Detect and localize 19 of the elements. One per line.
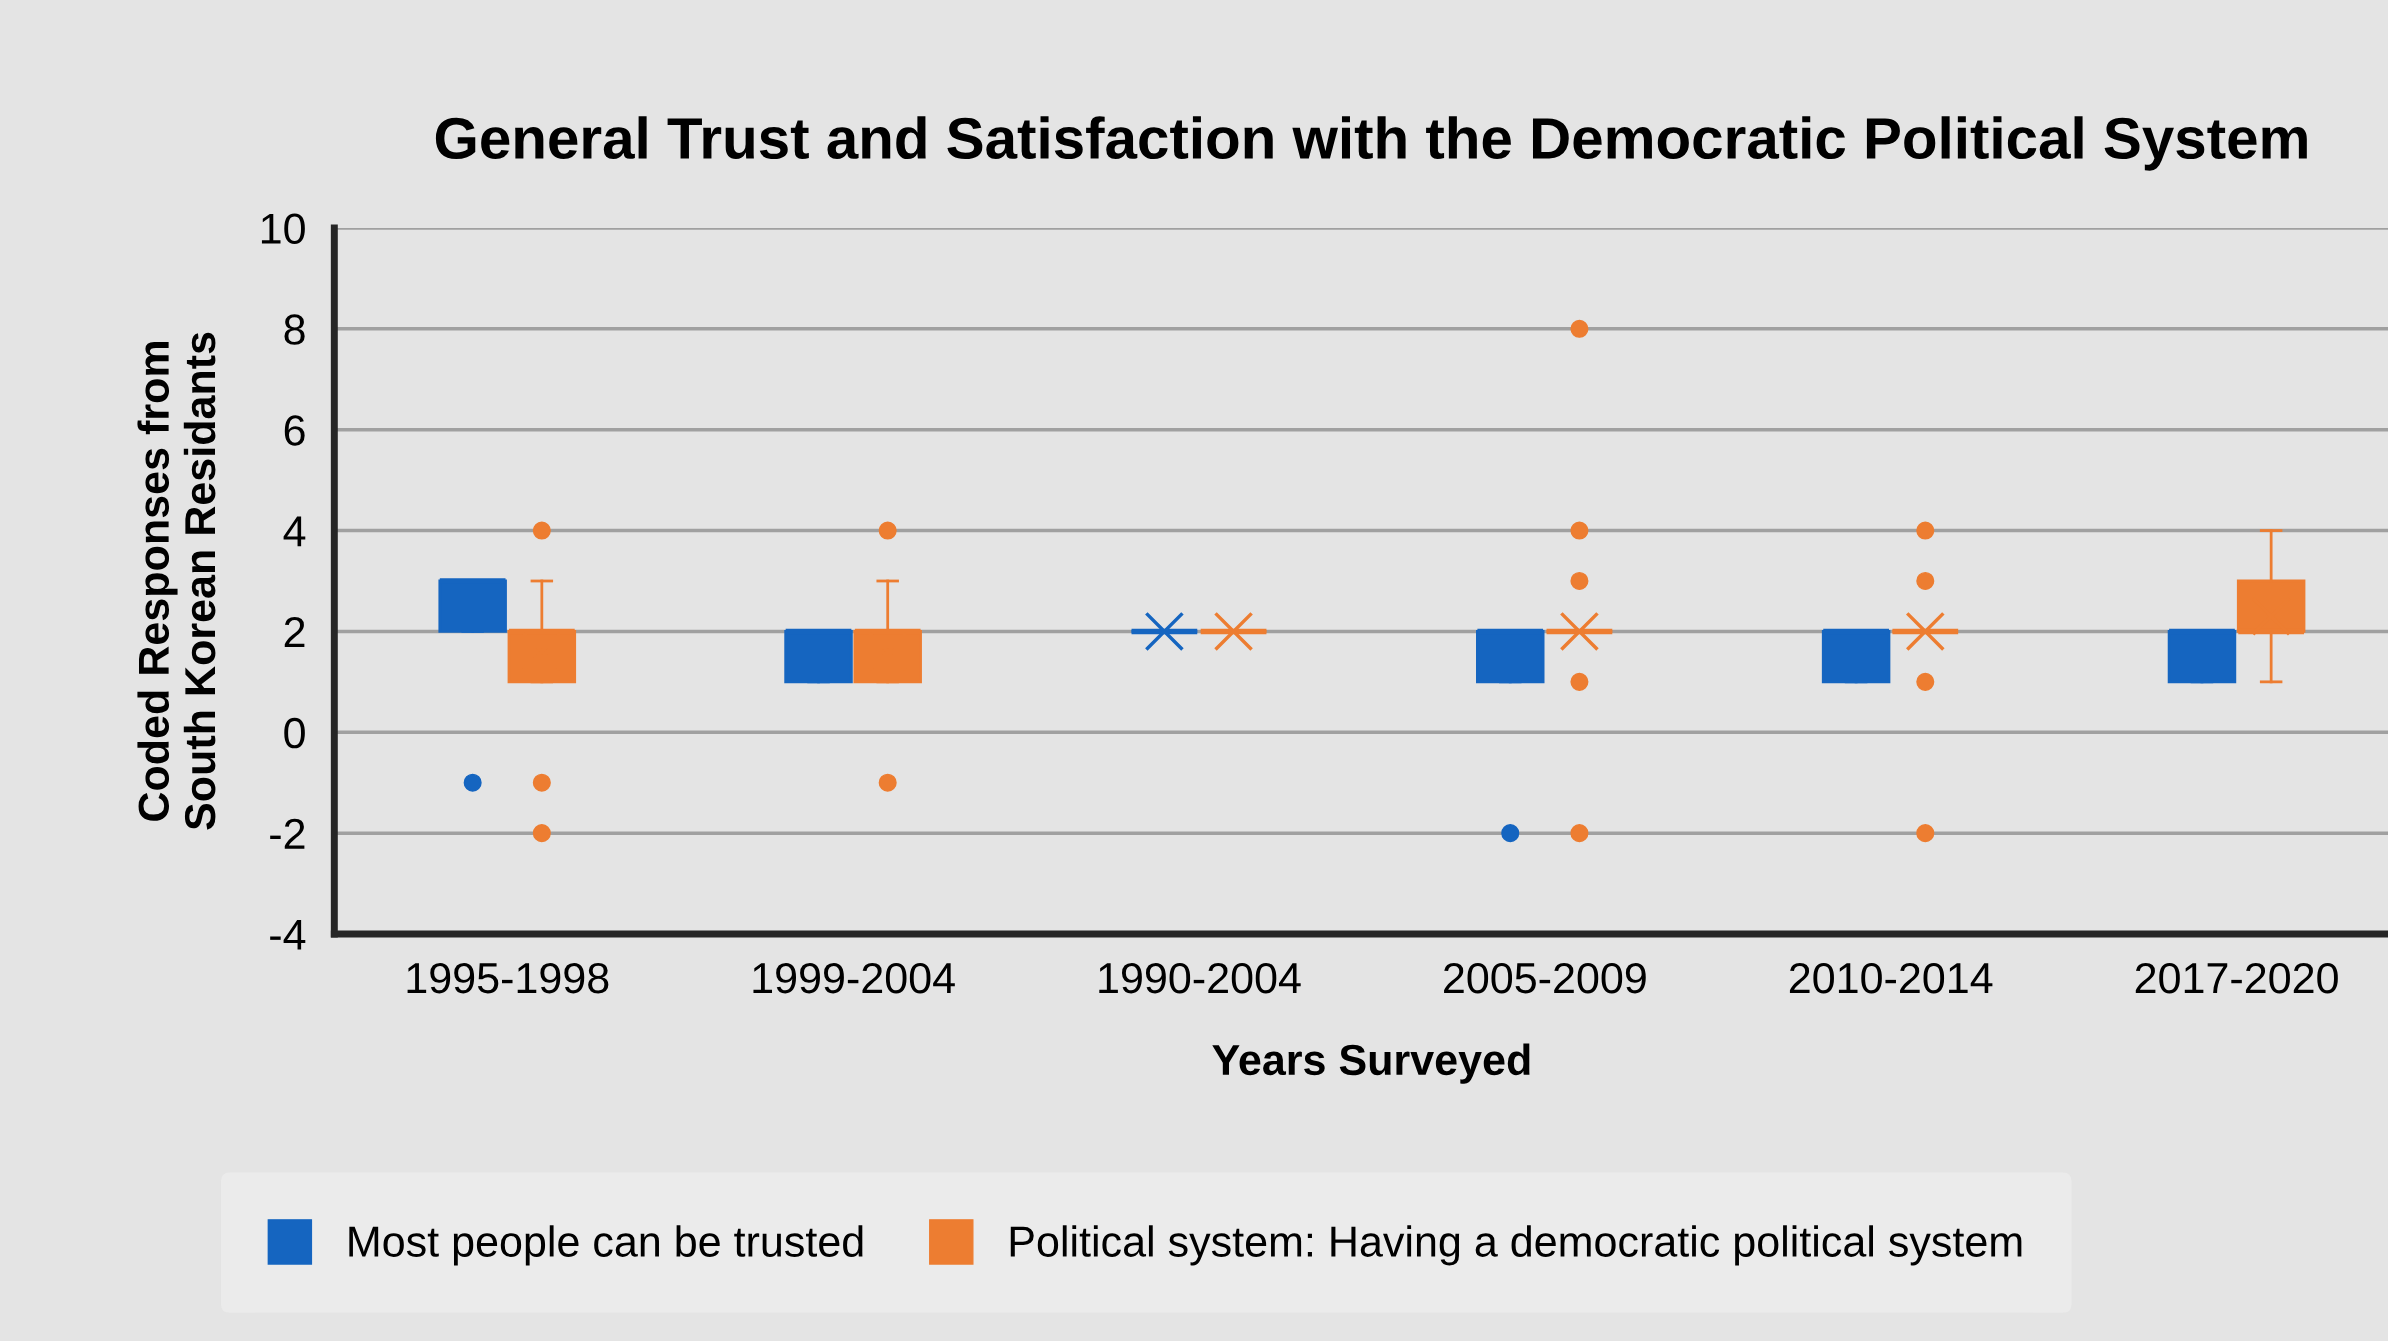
y-tick-label: 10: [261, 213, 305, 244]
x-tick-label: 1990-2004: [1099, 962, 1301, 994]
y-tick-label: 0: [284, 717, 305, 749]
y-tick-label: -2: [270, 818, 305, 849]
y-tick-label: -4: [270, 919, 306, 950]
y-tick-label: 6: [284, 415, 305, 446]
y-tick-label: 4: [283, 516, 306, 547]
y-tick-label: 2: [284, 616, 305, 648]
x-tick-label: 2010-2014: [1789, 962, 1993, 994]
x-axis-title: Years Surveyed: [1212, 1043, 1530, 1084]
x-tick-label: 2005-2009: [1444, 962, 1646, 994]
y-axis-title: Coded Responses from South Korean Residants: [137, 332, 216, 830]
legend-label: Most people can be trusted: [349, 1225, 863, 1266]
x-tick-label: 1995-1998: [407, 962, 609, 994]
x-tick-label: 2017-2020: [2135, 962, 2338, 994]
x-tick-label: 1999-2004: [753, 962, 955, 994]
chart-title: General Trust and Satisfaction with the Democratic Political System: [435, 116, 2307, 171]
y-tick-label: 8: [284, 314, 305, 345]
legend-label: Political system: Having a democratic political system: [1010, 1225, 2022, 1266]
